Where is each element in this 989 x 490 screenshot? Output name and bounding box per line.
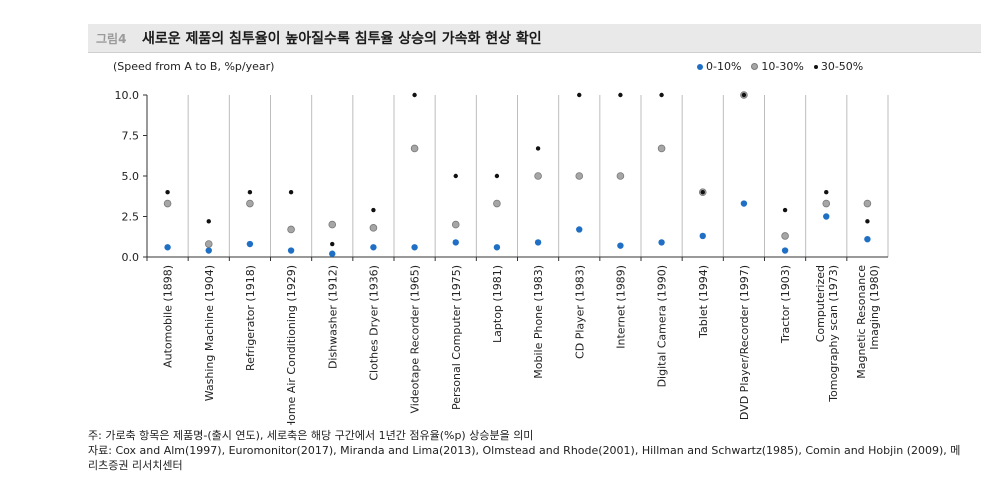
x-tick-label: Dishwasher (1912) bbox=[326, 265, 339, 369]
data-point-30-50pct bbox=[782, 207, 788, 213]
legend-label-0-10: 0-10% bbox=[706, 60, 742, 73]
data-point-10-30pct bbox=[369, 224, 378, 232]
data-point-10-30pct bbox=[575, 172, 584, 180]
data-point-10-30pct bbox=[451, 220, 460, 229]
x-tick-label: Digital Camera (1990) bbox=[656, 265, 669, 387]
data-point-30-50pct bbox=[618, 92, 623, 98]
x-tick-label: Refrigerator (1918) bbox=[244, 265, 257, 371]
figure-title: 새로운 제품의 침투율이 높아질수록 침투율 상승의 가속화 현상 확인 bbox=[142, 31, 542, 47]
data-point-0-10pct bbox=[617, 242, 624, 249]
data-point-10-30pct bbox=[493, 199, 501, 208]
x-tick-label: Internet (1989) bbox=[614, 265, 627, 349]
legend-marker-10-30 bbox=[751, 63, 759, 70]
data-point-30-50pct bbox=[535, 146, 541, 151]
data-point-30-50pct bbox=[865, 219, 870, 224]
data-point-10-30pct bbox=[822, 199, 831, 208]
x-tick-label: Tomography scan (1973) bbox=[827, 265, 840, 403]
data-point-30-50pct bbox=[824, 190, 829, 195]
y-tick-label: 7.5 bbox=[122, 130, 140, 143]
x-tick-label: Automobile (1898) bbox=[162, 265, 175, 368]
x-tick-label: Magnetic Resonance bbox=[855, 265, 868, 379]
legend-label-10-30: 10-30% bbox=[761, 60, 804, 73]
unit-note: (Speed from A to B, %p/year) bbox=[113, 60, 275, 73]
data-point-10-30pct bbox=[534, 172, 542, 180]
data-point-10-30pct bbox=[163, 199, 172, 208]
x-tick-label: Mobile Phone (1983) bbox=[532, 265, 545, 379]
data-point-10-30pct bbox=[781, 232, 789, 240]
data-point-30-50pct bbox=[659, 92, 664, 98]
data-point-0-10pct bbox=[576, 226, 583, 233]
data-point-0-10pct bbox=[329, 250, 336, 257]
data-point-30-50pct bbox=[494, 173, 500, 179]
x-tick-label: Personal Computer (1975) bbox=[450, 265, 463, 410]
data-point-0-10pct bbox=[864, 235, 871, 243]
x-tick-label: DVD Player/Recorder (1997) bbox=[738, 265, 751, 420]
y-tick-label: 10.0 bbox=[115, 89, 140, 102]
legend-marker-0-10 bbox=[697, 63, 703, 70]
note-line: 주: 가로축 항목은 제품명-(출시 연도), 세로축은 해당 구간에서 1년간… bbox=[88, 429, 534, 442]
data-point-30-50pct bbox=[288, 190, 294, 195]
data-point-10-30pct bbox=[616, 172, 625, 180]
data-point-0-10pct bbox=[699, 232, 706, 240]
scatter-chart: 10.0 7.5 5.0 2.5 0.0 Automobile (1898) Washing… bbox=[115, 89, 889, 425]
legend-marker-30-50 bbox=[813, 64, 818, 69]
source-line: 자료: Cox and Alm(1997), Euromonitor(2017)… bbox=[88, 444, 961, 472]
y-tick-label: 0.0 bbox=[122, 251, 140, 264]
data-point-10-30pct bbox=[204, 240, 213, 248]
data-point-0-10pct bbox=[823, 213, 830, 220]
figure-title-bar: 그림4 새로운 제품의 침투율이 높아질수록 침투율 상승의 가속화 현상 확인 bbox=[88, 24, 981, 53]
y-tick-label: 5.0 bbox=[122, 170, 140, 183]
data-point-10-30pct bbox=[410, 144, 419, 153]
data-point-0-10pct bbox=[740, 200, 748, 207]
data-point-0-10pct bbox=[534, 239, 542, 246]
data-point-10-30pct bbox=[863, 199, 872, 208]
data-point-10-30pct bbox=[328, 220, 337, 229]
data-point-0-10pct bbox=[452, 239, 459, 246]
data-point-30-50pct bbox=[165, 190, 170, 195]
data-point-0-10pct bbox=[246, 240, 254, 248]
x-tick-label: Videotape Recorder (1965) bbox=[409, 265, 422, 414]
data-point-30-50pct bbox=[741, 92, 747, 98]
chart-legend: 0-10% 10-30% 30-50% bbox=[697, 60, 863, 73]
y-tick-label: 2.5 bbox=[122, 211, 140, 224]
data-point-30-50pct bbox=[577, 92, 582, 98]
data-point-0-10pct bbox=[781, 247, 789, 254]
data-point-30-50pct bbox=[412, 92, 417, 98]
data-point-0-10pct bbox=[411, 244, 418, 251]
legend-item-30-50: 30-50% bbox=[813, 60, 864, 73]
legend-item-10-30: 10-30% bbox=[751, 60, 804, 73]
data-point-0-10pct bbox=[493, 244, 501, 251]
data-point-30-50pct bbox=[371, 207, 376, 213]
data-point-0-10pct bbox=[287, 247, 295, 254]
chart-notes: 주: 가로축 항목은 제품명-(출시 연도), 세로축은 해당 구간에서 1년간… bbox=[88, 428, 968, 473]
data-point-0-10pct bbox=[370, 244, 377, 251]
data-point-30-50pct bbox=[330, 241, 335, 247]
data-point-10-30pct bbox=[246, 199, 254, 208]
x-tick-label: CD Player (1983) bbox=[573, 265, 586, 359]
x-tick-label: Tractor (1903) bbox=[779, 265, 792, 344]
x-tick-label: Tablet (1994) bbox=[697, 265, 710, 339]
x-tick-label: Washing Machine (1904) bbox=[203, 265, 216, 401]
legend-item-0-10: 0-10% bbox=[697, 60, 741, 73]
x-tick-label: Imaging (1980) bbox=[868, 265, 881, 350]
data-point-10-30pct bbox=[657, 144, 666, 153]
x-tick-label: Computerized bbox=[814, 265, 827, 342]
data-point-0-10pct bbox=[658, 239, 665, 246]
data-point-30-50pct bbox=[247, 190, 253, 195]
data-point-30-50pct bbox=[206, 219, 211, 224]
data-point-0-10pct bbox=[205, 247, 212, 254]
x-tick-label: Laptop (1981) bbox=[491, 265, 504, 343]
data-point-30-50pct bbox=[453, 173, 458, 179]
x-tick-label: Home Air Conditioning (1929) bbox=[285, 265, 298, 425]
legend-label-30-50: 30-50% bbox=[820, 60, 864, 73]
data-point-10-30pct bbox=[287, 225, 295, 234]
figure-label: 그림4 bbox=[96, 32, 127, 46]
data-point-30-50pct bbox=[700, 190, 705, 195]
data-point-0-10pct bbox=[164, 244, 171, 251]
x-tick-label: Clothes Dryer (1936) bbox=[367, 265, 380, 381]
